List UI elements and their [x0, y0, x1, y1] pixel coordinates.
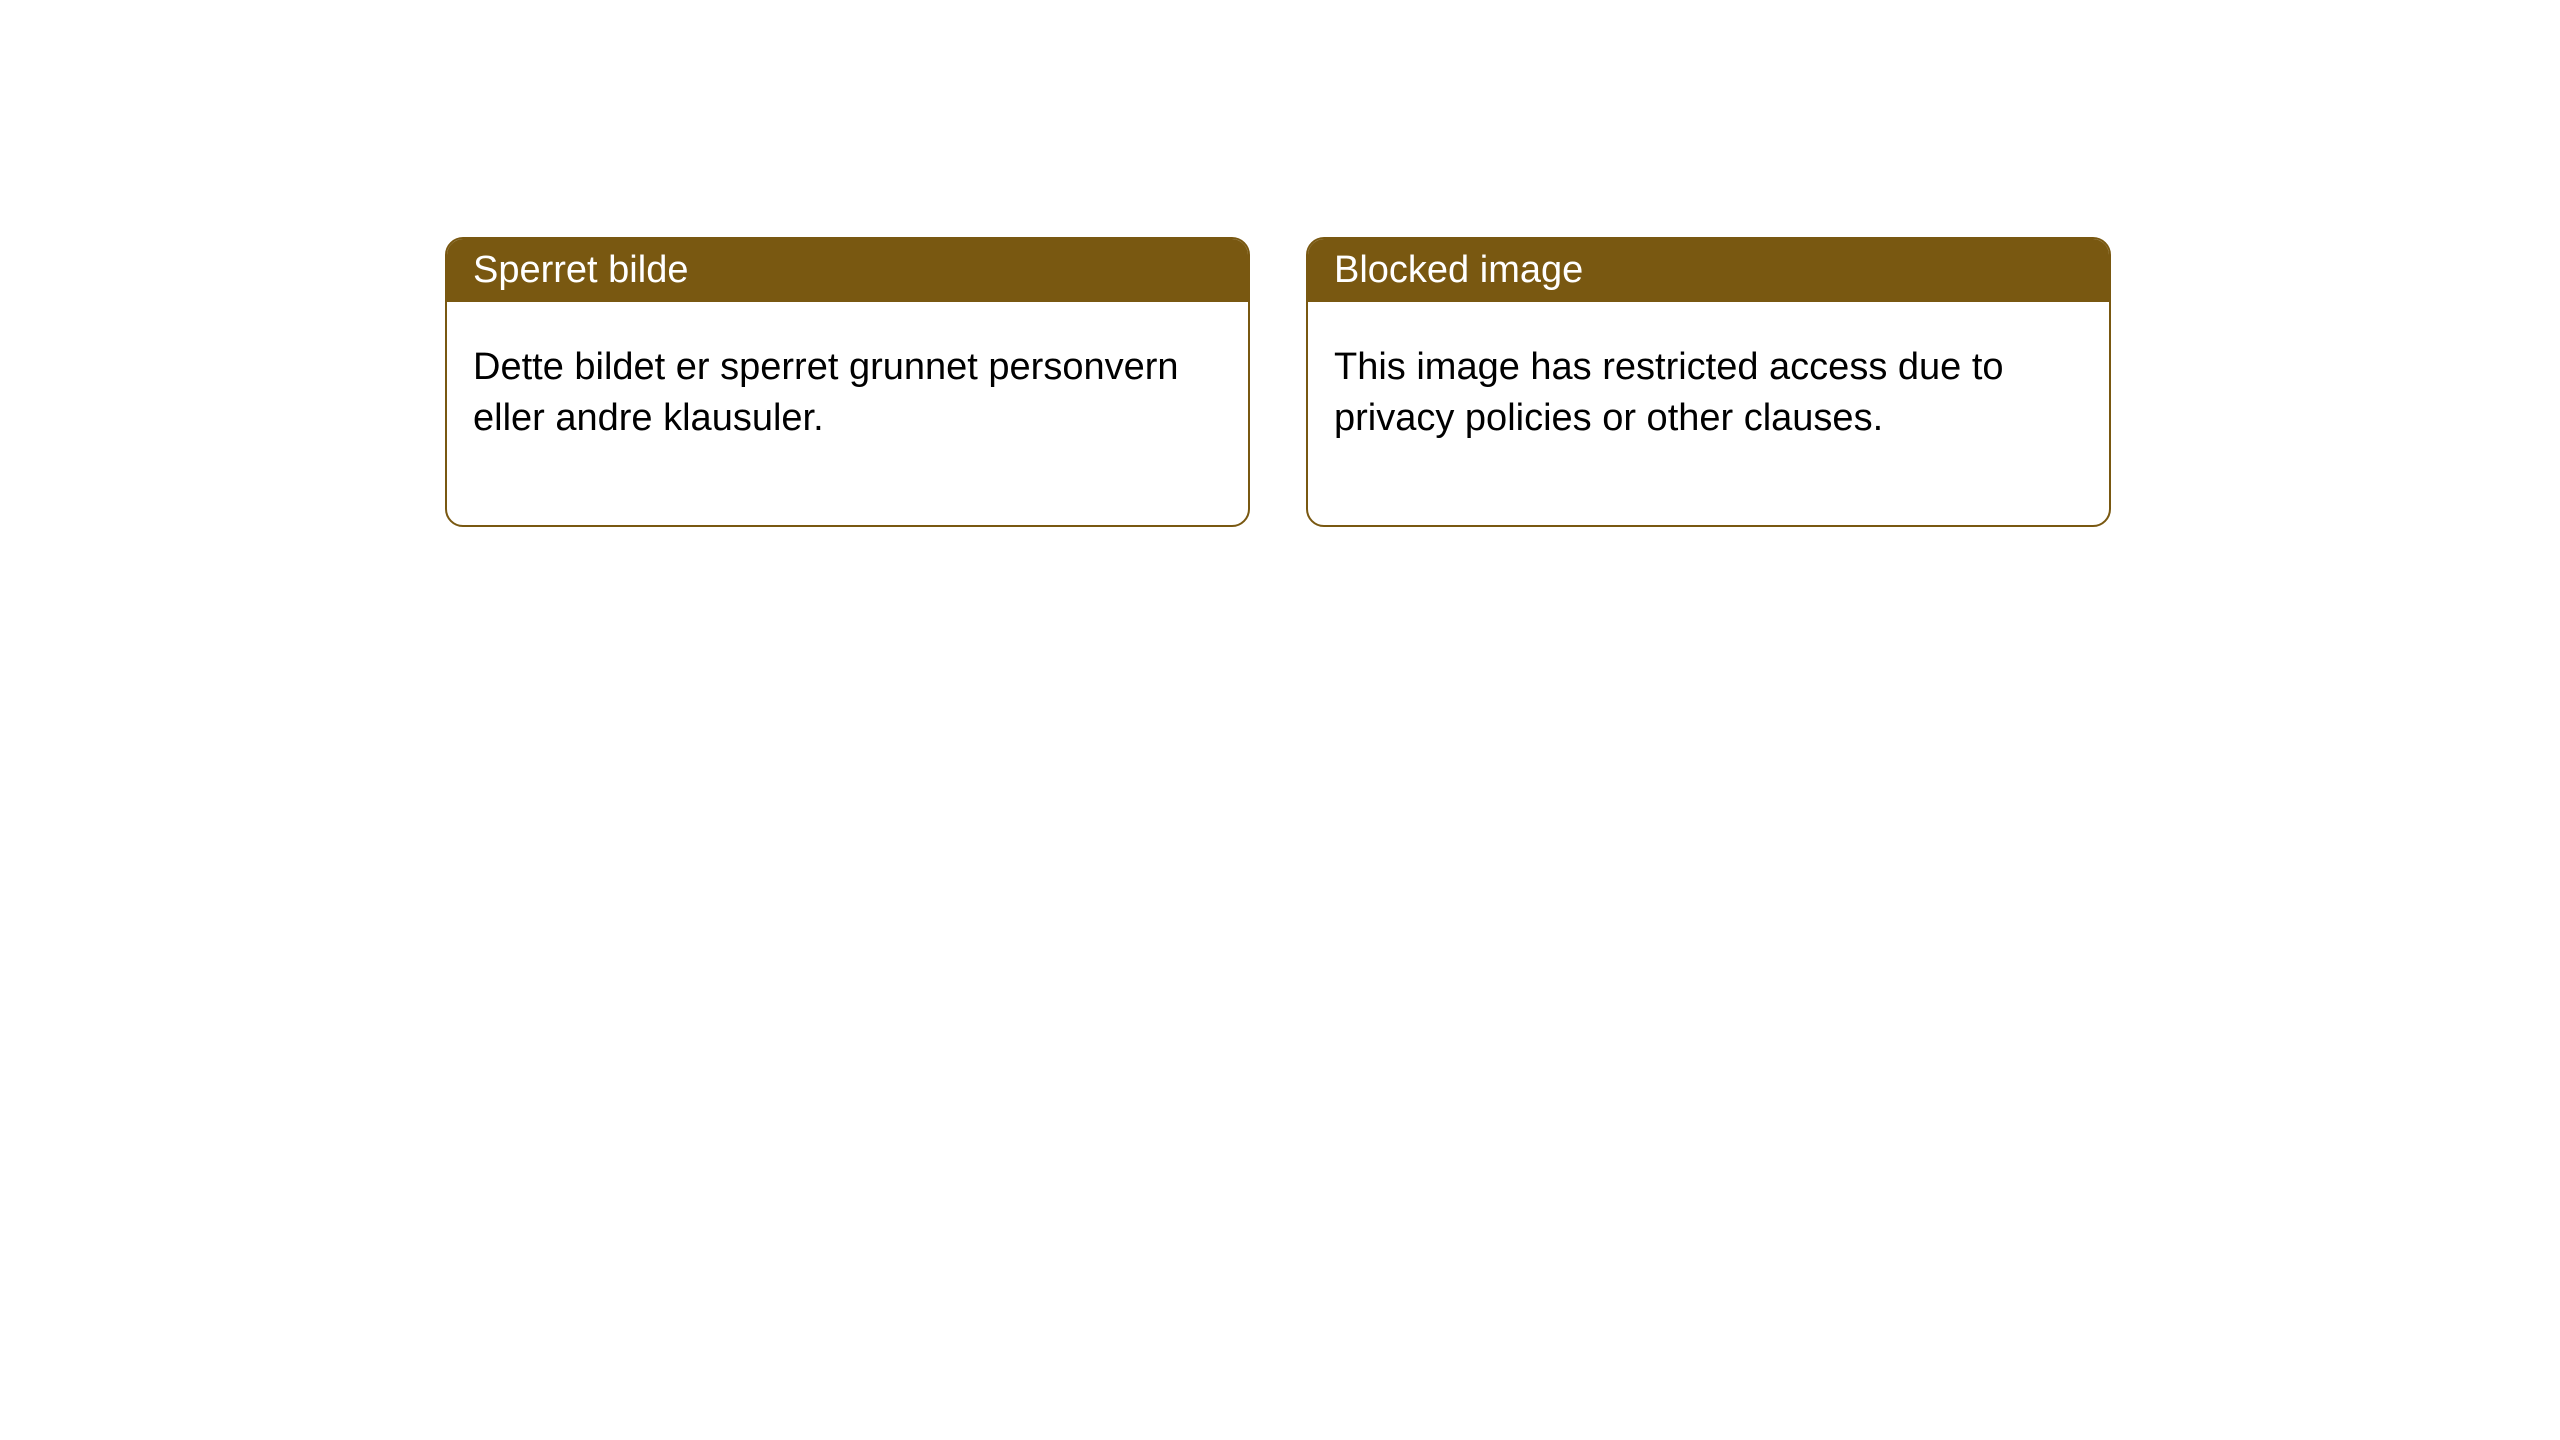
notice-body-en: This image has restricted access due to … — [1308, 302, 2109, 525]
notice-message-no: Dette bildet er sperret grunnet personve… — [473, 346, 1179, 439]
notice-card-norwegian: Sperret bilde Dette bildet er sperret gr… — [445, 237, 1250, 527]
notice-header-no: Sperret bilde — [447, 239, 1248, 302]
notice-card-english: Blocked image This image has restricted … — [1306, 237, 2111, 527]
notice-title-no: Sperret bilde — [473, 249, 688, 291]
notice-container: Sperret bilde Dette bildet er sperret gr… — [0, 0, 2560, 527]
notice-body-no: Dette bildet er sperret grunnet personve… — [447, 302, 1248, 525]
notice-header-en: Blocked image — [1308, 239, 2109, 302]
notice-title-en: Blocked image — [1334, 249, 1583, 291]
notice-message-en: This image has restricted access due to … — [1334, 346, 2004, 439]
